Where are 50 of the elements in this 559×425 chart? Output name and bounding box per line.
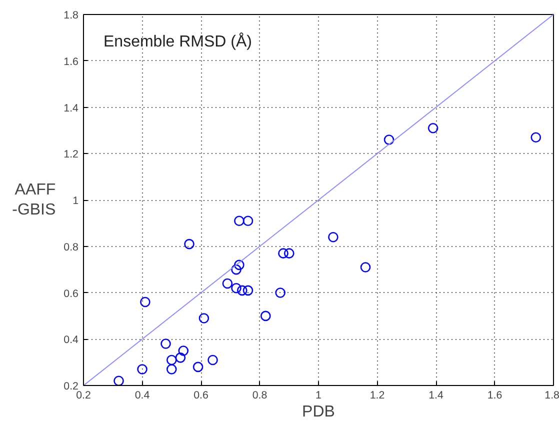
y-tick-label: 0.2: [64, 380, 79, 392]
point: [275, 288, 286, 298]
x-tick-label: 1.2: [370, 390, 385, 402]
x-tick-label: 1.8: [544, 390, 559, 402]
point: [242, 216, 254, 226]
point: [114, 376, 124, 386]
point: [166, 364, 177, 374]
point: [160, 338, 171, 349]
point: [234, 216, 244, 226]
point: [260, 310, 271, 322]
y-axis-title: AAFF -GBIS: [12, 181, 56, 219]
point: [236, 285, 248, 296]
point: [242, 285, 254, 296]
y-tick-label: 1.2: [64, 148, 79, 161]
x-tick-label: 0.6: [194, 390, 208, 402]
point: [530, 132, 542, 143]
point: [234, 260, 244, 270]
point: [208, 354, 218, 366]
point: [192, 362, 204, 372]
x-axis-title: PDB: [302, 404, 335, 420]
point: [384, 134, 394, 145]
y-tick-label: 0.8: [64, 241, 79, 254]
point: [137, 364, 148, 374]
x-tick-label: 1: [316, 390, 322, 402]
x-tick-label: 0.4: [134, 390, 150, 402]
y-tick-label: 0.6: [64, 288, 79, 300]
point: [140, 296, 150, 308]
point: [428, 122, 438, 134]
point: [231, 282, 242, 294]
point: [175, 352, 186, 363]
point: [360, 262, 371, 272]
x-tick-label: 0.8: [252, 390, 268, 402]
point: [166, 354, 177, 366]
point: [222, 278, 233, 289]
y-tick-label: 1.8: [64, 10, 79, 22]
y-tick-label: 0.4: [64, 334, 79, 346]
text: Ensemble RMSD (Å): [104, 32, 252, 50]
x-tick-label: 1.6: [487, 390, 502, 402]
point: [328, 232, 338, 242]
y-tick-label: 1.6: [64, 56, 79, 68]
point: [184, 238, 194, 250]
y-tick-label: 1: [72, 195, 79, 207]
x-tick-label: 1.4: [428, 390, 444, 402]
y-tick-label: 1.4: [64, 102, 79, 114]
point: [284, 248, 294, 258]
point: [178, 346, 189, 356]
point: [231, 264, 242, 275]
point: [278, 248, 288, 258]
x-tick-label: 0.2: [76, 390, 91, 402]
point: [198, 313, 210, 324]
